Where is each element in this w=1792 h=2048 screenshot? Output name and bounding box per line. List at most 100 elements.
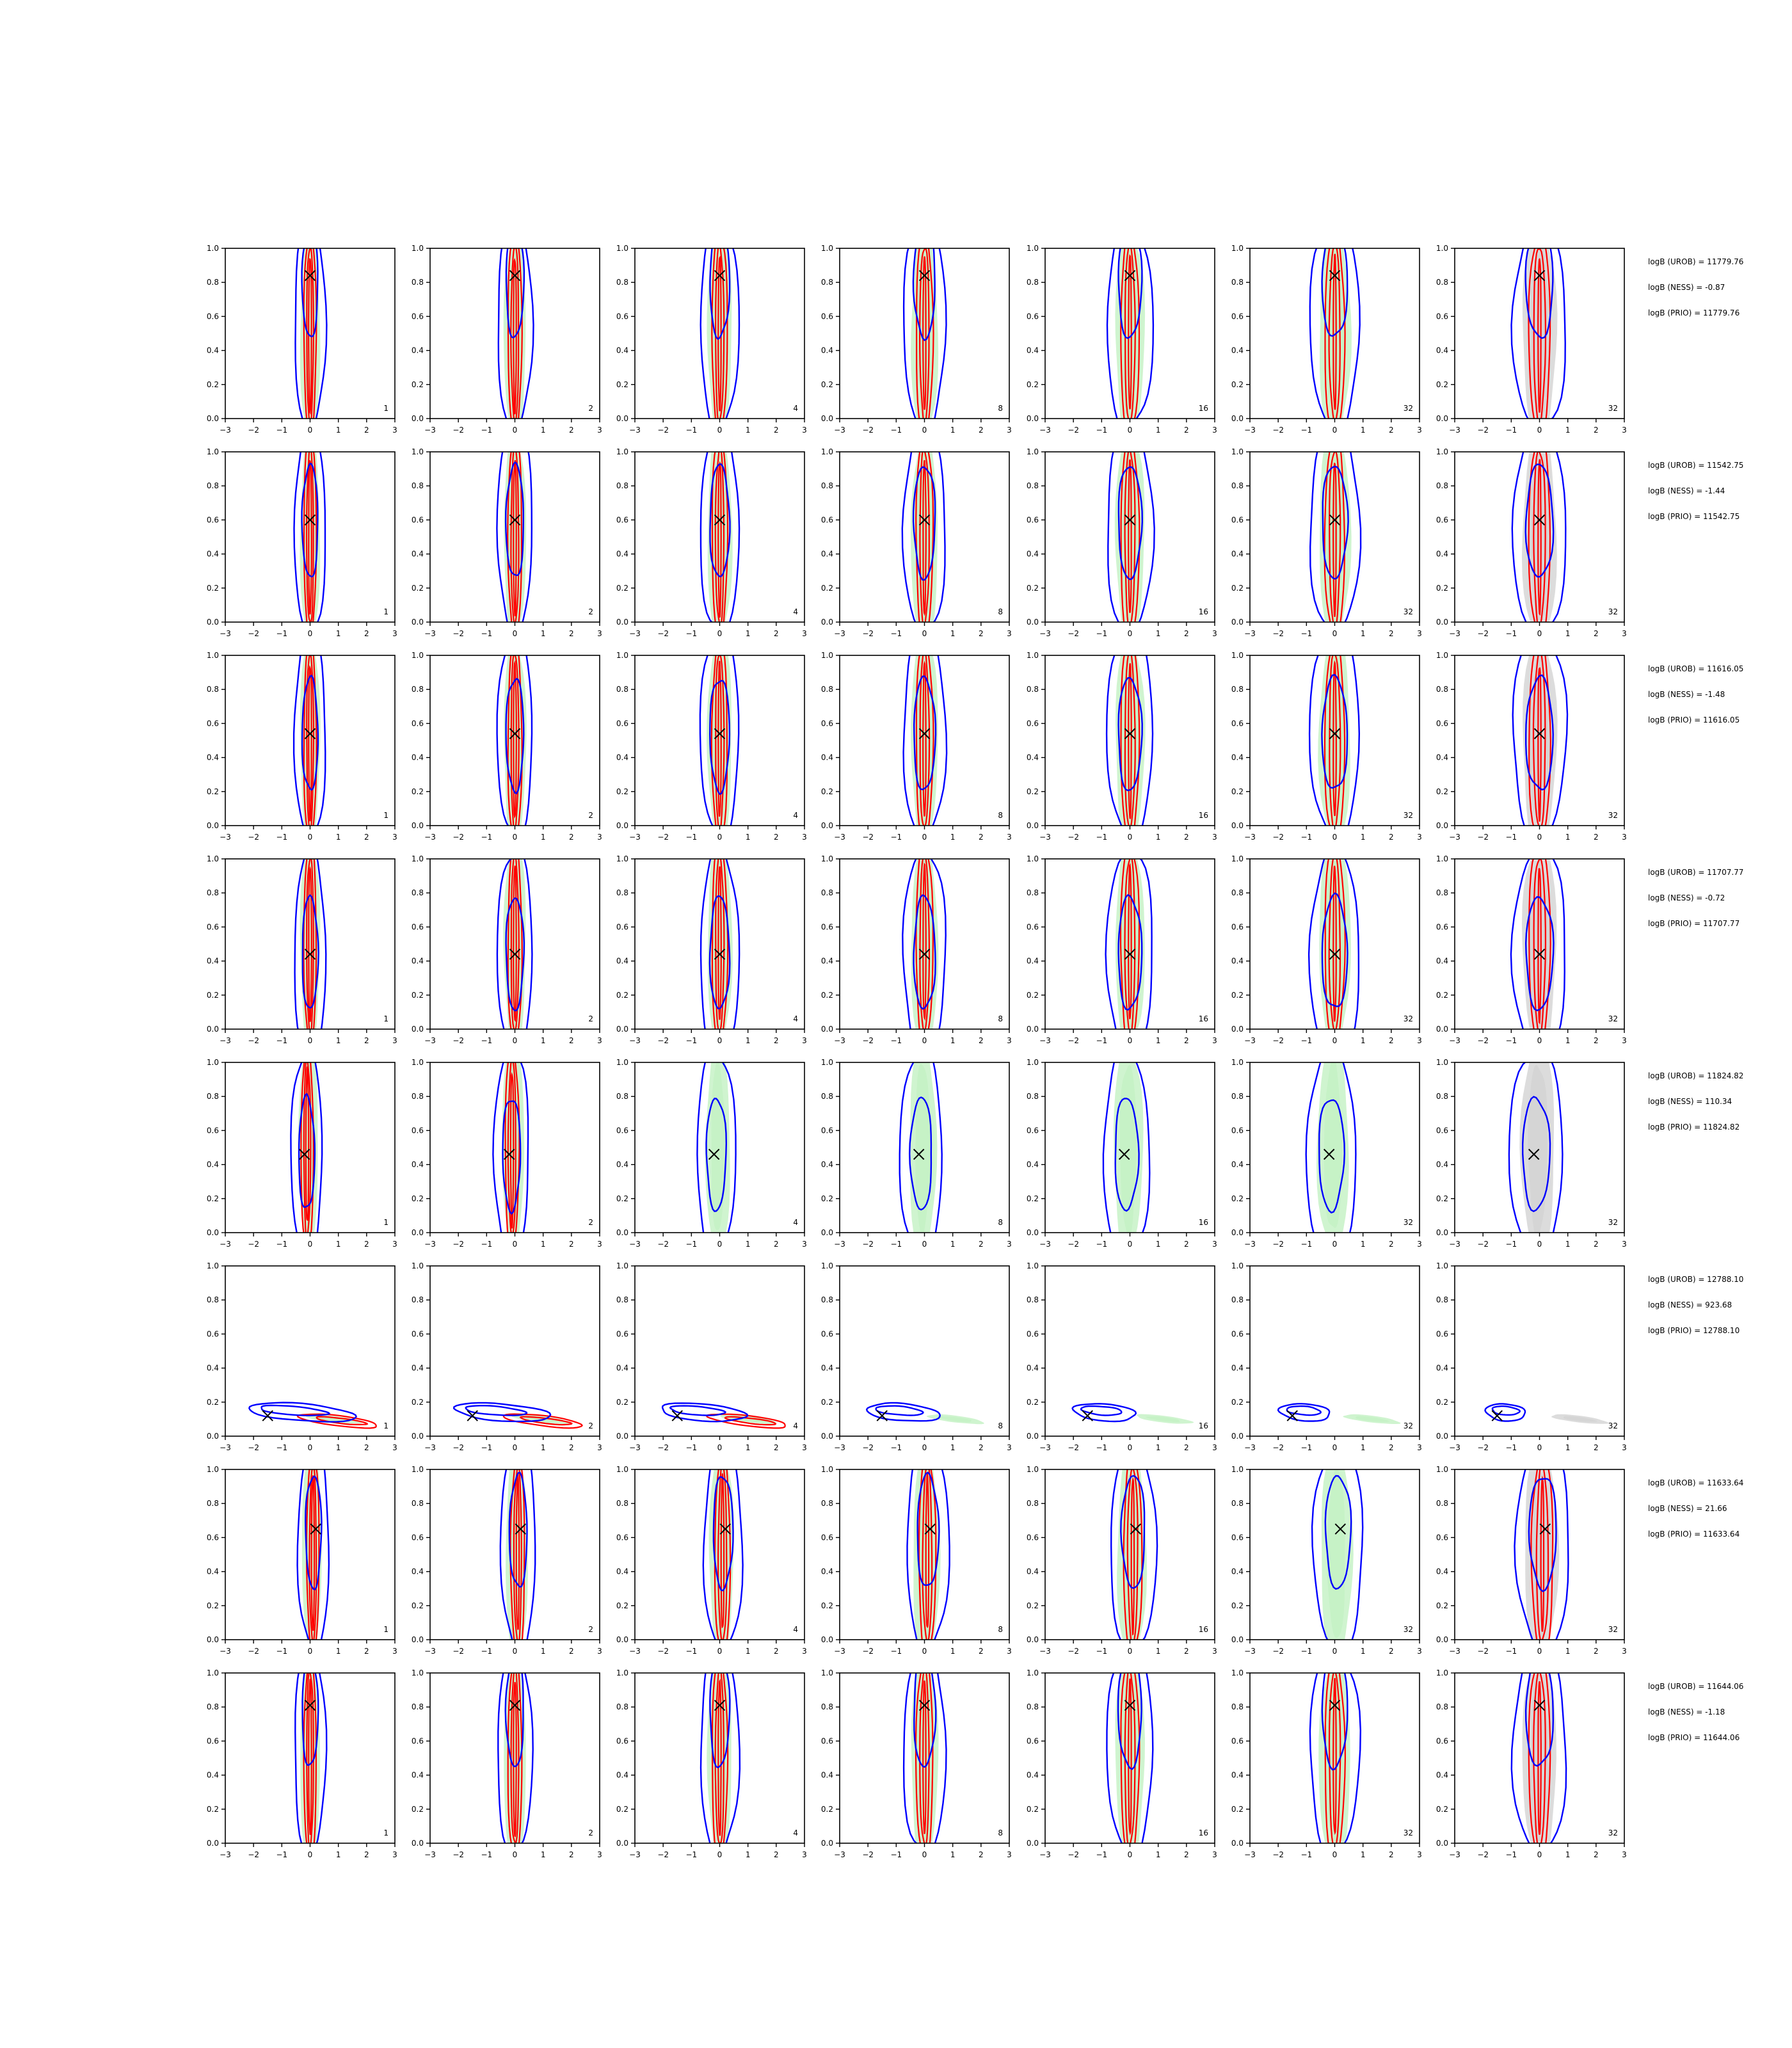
true-value-marker [671,1410,683,1421]
y-tick-label: 0.8 [1436,1295,1448,1304]
subplot-r8-c1: −3 −2 −1 0 1 2 3 0.0 0.2 0.4 0.6 0.8 1.0 1 [207,1668,397,1859]
subplot-r1-c7: −3 −2 −1 0 1 2 3 0.0 0.2 0.4 0.6 0.8 1.0 32 [1436,244,1627,435]
x-tick-label: −3 [1449,1036,1460,1045]
urob-contour [303,1673,317,1843]
x-tick-label: −2 [1068,1850,1079,1859]
x-tick-label: 3 [1417,1647,1422,1656]
x-tick-label: 3 [597,1036,602,1045]
ness-contour [1524,463,1555,578]
logb-annotation: logB (UROB) = 12788.10 [1648,1275,1743,1284]
urob-contour [1324,655,1346,826]
x-tick-label: −3 [424,426,436,435]
panel-label: 8 [998,1828,1003,1837]
y-tick-label: 0.8 [412,888,424,897]
x-tick-label: −3 [1449,1850,1460,1859]
urob-contour [919,859,931,1029]
x-tick-label: −2 [1477,426,1489,435]
y-tick-label: 0.8 [1231,481,1244,490]
x-tick-label: 1 [1565,1647,1571,1656]
urob-contour [510,655,520,826]
ness-contour [1510,1673,1567,1843]
y-tick-label: 0.4 [1027,1364,1039,1373]
true-value-marker [924,1523,936,1535]
true-value-marker [509,269,521,282]
x-tick-label: −3 [1244,1240,1256,1249]
x-tick-label: −1 [276,1443,287,1452]
ness-contour [709,248,731,340]
x-tick-label: 2 [1389,1240,1394,1249]
x-tick-label: 2 [364,426,369,435]
x-tick-label: −3 [220,629,231,638]
ness-contour [1322,465,1349,580]
y-tick-label: 0.2 [1027,991,1039,1000]
x-tick-label: −3 [220,1036,231,1045]
x-tick-label: 1 [746,1443,751,1452]
y-tick-label: 0.2 [616,1398,628,1407]
axes-frame [1249,1265,1420,1437]
y-tick-label: 1.0 [616,854,628,863]
panel-label: 16 [1199,1625,1208,1634]
true-value-marker [1533,948,1546,960]
ness-contour [708,895,731,1010]
y-tick-label: 1.0 [616,244,628,253]
y-tick-label: 0.2 [821,584,833,593]
x-tick-label: 2 [774,1647,779,1656]
panel-label: 1 [383,1421,388,1430]
x-tick-label: 1 [950,1850,956,1859]
x-tick-label: −1 [890,833,902,842]
y-tick-label: 0.2 [1436,1601,1448,1610]
x-tick-label: 2 [364,1240,369,1249]
x-tick-label: 2 [774,1240,779,1249]
x-tick-label: 3 [1417,1240,1422,1249]
y-tick-label: 0.2 [412,1805,424,1814]
y-tick-label: 0.0 [1436,1839,1448,1848]
urob-contour [922,256,927,410]
y-tick-label: 1.0 [1231,447,1244,456]
urob-contour [925,1473,930,1628]
y-tick-label: 0.4 [412,1771,424,1780]
urob-contour [1130,1476,1135,1636]
y-tick-label: 0.8 [1231,1499,1244,1508]
y-tick-label: 1.0 [412,447,424,456]
x-tick-label: 2 [569,1443,574,1452]
ness-contour [1308,859,1360,1029]
x-tick-label: −2 [248,1240,259,1249]
x-tick-label: −3 [1244,426,1256,435]
x-tick-label: −2 [862,833,874,842]
x-tick-label: −1 [1096,629,1107,638]
x-tick-label: 0 [308,1036,313,1045]
x-tick-label: 3 [1622,629,1627,638]
ness-contour [1071,1403,1137,1423]
x-tick-label: −3 [424,1647,436,1656]
y-tick-label: 0.4 [1436,1364,1448,1373]
urob-contour [1528,655,1551,826]
x-tick-label: 1 [1361,1036,1366,1045]
subplot-r3-c3: −3 −2 −1 0 1 2 3 0.0 0.2 0.4 0.6 0.8 1.0 4 [616,651,807,842]
subplot-r3-c6: −3 −2 −1 0 1 2 3 0.0 0.2 0.4 0.6 0.8 1.0 32 [1231,651,1422,842]
ness-contour [290,1062,323,1233]
x-tick-label: −1 [890,1647,902,1656]
y-tick-label: 0.0 [1436,1635,1448,1644]
ness-contour [1309,248,1361,419]
y-tick-label: 0.6 [412,515,424,524]
x-tick-label: −1 [1300,833,1312,842]
y-tick-label: 0.4 [616,1567,628,1576]
y-tick-label: 0.8 [207,1295,219,1304]
urob-contour [296,1413,377,1429]
x-tick-label: 0 [1128,1647,1133,1656]
subplot-r6-c5: −3 −2 −1 0 1 2 3 0.0 0.2 0.4 0.6 0.8 1.0 16 [1027,1261,1217,1452]
y-tick-label: 0.2 [207,1398,219,1407]
y-tick-label: 1.0 [1231,651,1244,660]
urob-contour [507,1062,516,1233]
ness-contour [1117,466,1144,580]
ness-contour [1106,1673,1154,1843]
x-tick-label: 3 [597,1240,602,1249]
logb-annotation: logB (PRIO) = 11633.64 [1648,1530,1740,1539]
urob-contour [1329,655,1341,826]
panel-label: 32 [1608,1625,1618,1634]
y-tick-label: 0.6 [412,1736,424,1745]
panel-label: 32 [1608,1218,1618,1227]
y-tick-label: 0.6 [412,922,424,931]
y-tick-label: 0.0 [1231,1228,1244,1237]
y-tick-label: 0.2 [616,1194,628,1203]
